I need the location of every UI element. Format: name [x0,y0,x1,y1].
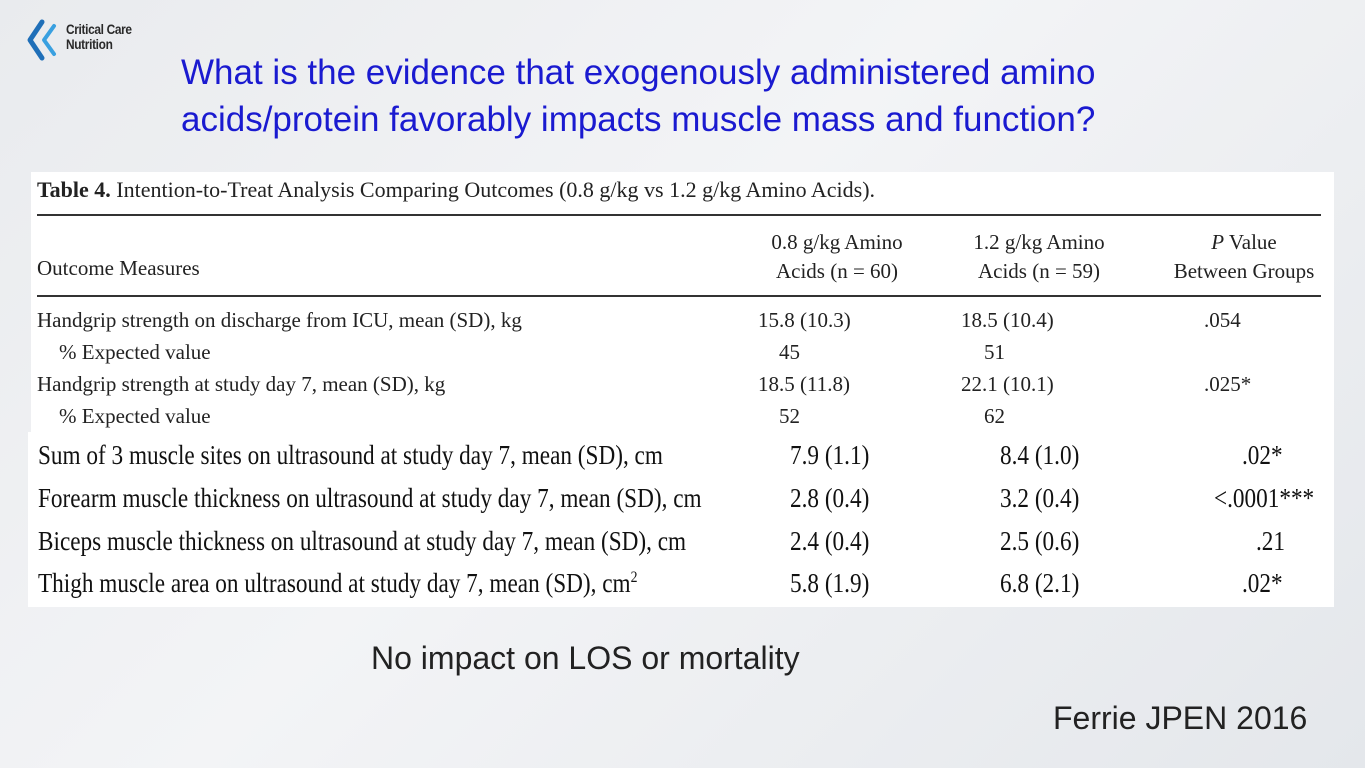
row-label: Sum of 3 muscle sites on ultrasound at s… [38,440,663,470]
summary-note: No impact on LOS or mortality [371,640,800,676]
table-row: Forearm muscle thickness on ultrasound a… [28,483,1334,526]
header-col-12-line2: Acids (n = 59) [977,259,1101,283]
row-label: % Expected value [59,404,211,428]
row-value-12: 3.2 (0.4) [1000,483,1080,513]
row-label: % Expected value [59,340,211,364]
slide-title: What is the evidence that exogenously ad… [181,53,1096,139]
row-value-12: 6.8 (2.1) [1000,568,1080,598]
row-label-text: Thigh muscle area on ultrasound at study… [38,568,631,598]
header-col-08-line1: 0.8 g/kg Amino [771,230,903,254]
header-p-italic: P [1211,230,1225,254]
header-value-word: Value [1224,230,1277,254]
row-value-12: 8.4 (1.0) [1000,440,1080,470]
row-value-12: 62 [984,404,1005,428]
row-label: Biceps muscle thickness on ultrasound at… [38,526,687,556]
row-pvalue: .02* [1242,440,1283,470]
header-col-12: 1.2 g/kg Amino Acids (n = 59) [959,228,1119,286]
table-row: Thigh muscle area on ultrasound at study… [28,568,1334,611]
logo-line-1: Critical Care [66,21,132,37]
row-label: Thigh muscle area on ultrasound at study… [38,568,638,599]
citation: Ferrie JPEN 2016 [1053,700,1308,736]
row-value-12: 18.5 (10.4) [961,308,1054,332]
table-row: % Expected value 45 51 [31,340,1334,372]
table-caption-text: Intention-to-Treat Analysis Comparing Ou… [116,177,876,202]
header-col-pvalue: P Value Between Groups [1159,228,1329,286]
header-col-08-line2: Acids (n = 60) [775,259,899,283]
header-col-pvalue-line2: Between Groups [1173,259,1315,283]
table-row: Sum of 3 muscle sites on ultrasound at s… [28,440,1334,483]
row-value-08: 15.8 (10.3) [758,308,851,332]
row-label: Handgrip strength on discharge from ICU,… [37,308,522,332]
header-outcome-measures: Outcome Measures [37,256,200,280]
row-value-08: 5.8 (1.9) [790,568,870,598]
table-caption: Table 4. Intention-to-Treat Analysis Com… [37,177,875,203]
table-excerpt-top: Table 4. Intention-to-Treat Analysis Com… [31,172,1334,432]
row-value-08: 45 [779,340,800,364]
row-value-12: 51 [984,340,1005,364]
row-value-08: 18.5 (11.8) [758,372,850,396]
row-value-12: 22.1 (10.1) [961,372,1054,396]
header-col-pvalue-line1: P Value [1159,228,1329,257]
logo-chevron-icon [27,19,56,61]
row-pvalue: .025* [1204,372,1252,396]
row-pvalue: .21 [1256,526,1286,556]
header-col-08: 0.8 g/kg Amino Acids (n = 60) [757,228,917,286]
row-value-08: 52 [779,404,800,428]
header-col-12-line1: 1.2 g/kg Amino [973,230,1105,254]
table-row: Biceps muscle thickness on ultrasound at… [28,526,1334,569]
row-label: Forearm muscle thickness on ultrasound a… [38,483,702,513]
row-pvalue: <.0001*** [1214,483,1315,513]
table-row: Handgrip strength on discharge from ICU,… [31,308,1334,340]
logo-line-2: Nutrition [66,36,113,52]
row-label: Handgrip strength at study day 7, mean (… [37,372,446,396]
row-pvalue: .054 [1204,308,1241,332]
table-header-rule [37,295,1321,297]
table-caption-label: Table 4. [37,177,111,202]
row-value-08: 7.9 (1.1) [790,440,870,470]
logo-text: Critical Care Nutrition [66,22,132,52]
row-value-08: 2.4 (0.4) [790,526,870,556]
table-excerpt-bottom: Sum of 3 muscle sites on ultrasound at s… [28,432,1334,607]
row-value-08: 2.8 (0.4) [790,483,870,513]
row-value-12: 2.5 (0.6) [1000,526,1080,556]
table-row: % Expected value 52 62 [31,404,1334,436]
table-row: Handgrip strength at study day 7, mean (… [31,372,1334,404]
logo: Critical Care Nutrition [24,16,154,64]
table-top-rule [37,214,1321,216]
row-pvalue: .02* [1242,568,1283,598]
unit-superscript: 2 [630,569,638,586]
